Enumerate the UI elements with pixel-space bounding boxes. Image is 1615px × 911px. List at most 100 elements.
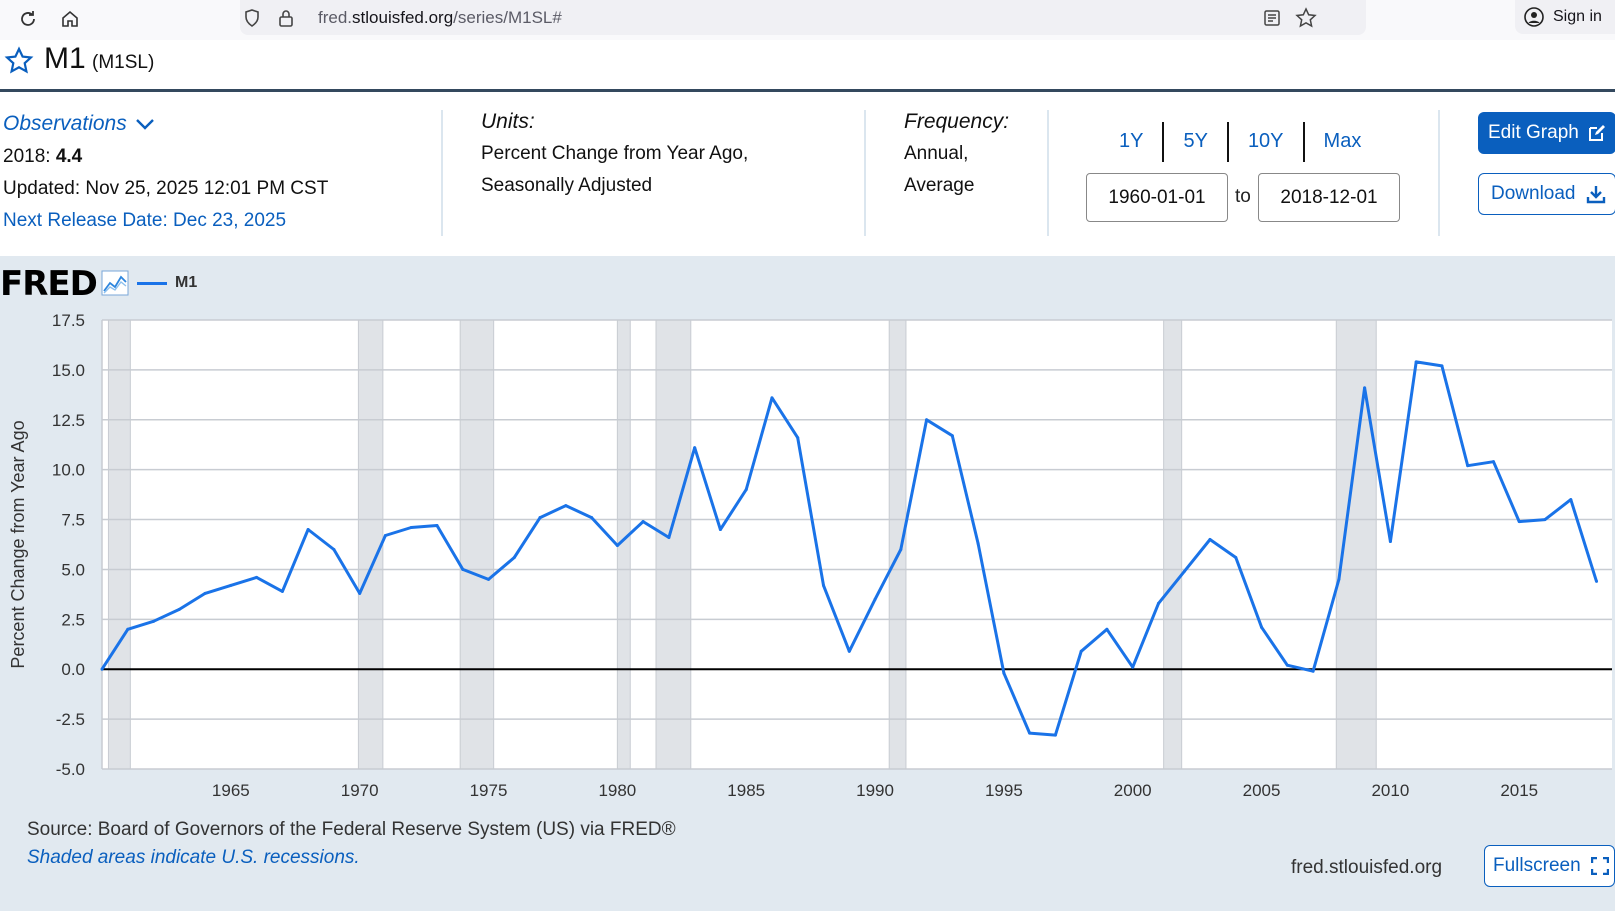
- edit-graph-label: Edit Graph: [1488, 122, 1579, 143]
- lock-icon[interactable]: [274, 6, 298, 30]
- chart-legend: M1: [137, 274, 197, 292]
- range-max-button[interactable]: Max: [1323, 130, 1362, 152]
- edit-icon: [1588, 125, 1605, 141]
- units-line-1: Percent Change from Year Ago,: [481, 143, 749, 164]
- y-tick-label: 15.0: [52, 361, 85, 380]
- y-tick-label: -2.5: [56, 710, 85, 729]
- data-point: [770, 396, 774, 400]
- x-tick-label: 1965: [212, 781, 250, 800]
- y-tick-label: 10.0: [52, 461, 85, 480]
- line-chart[interactable]: -5.0 -2.5 0.0 2.5 5.0 7.5 10.0 12.5 15.0 17.5 1965…: [0, 256, 1615, 816]
- frequency-heading: Frequency:: [904, 110, 1010, 133]
- start-date-input[interactable]: 1960-01-01: [1086, 173, 1228, 222]
- range-buttons: 1Y 5Y 10Y Max: [1100, 122, 1380, 162]
- range-10y-button[interactable]: 10Y: [1229, 122, 1305, 162]
- x-tick-label: 1990: [856, 781, 894, 800]
- frequency-panel: Frequency: Annual, Average: [904, 106, 1009, 202]
- data-point: [152, 619, 156, 623]
- data-point: [383, 534, 387, 538]
- meta-separator: [441, 110, 443, 236]
- chevron-down-icon: [135, 119, 154, 130]
- url-text[interactable]: fred.stlouisfed.org/series/M1SL#: [318, 8, 562, 27]
- legend-label: M1: [175, 274, 198, 291]
- title-divider: [0, 89, 1615, 92]
- x-tick-label: 2000: [1114, 781, 1152, 800]
- x-tick-label: 1995: [985, 781, 1023, 800]
- next-release-link[interactable]: Next Release Date: Dec 23, 2025: [3, 210, 287, 231]
- units-panel: Units: Percent Change from Year Ago, Sea…: [481, 106, 748, 202]
- data-point: [744, 488, 748, 492]
- data-point: [461, 567, 465, 571]
- data-point: [512, 555, 516, 559]
- shield-icon[interactable]: [240, 6, 264, 30]
- fullscreen-icon: [1590, 857, 1609, 875]
- fullscreen-button[interactable]: Fullscreen: [1484, 845, 1615, 887]
- x-tick-label: 1980: [598, 781, 636, 800]
- data-point: [1131, 665, 1135, 669]
- data-point: [1002, 671, 1006, 675]
- frequency-line-2: Average: [904, 175, 975, 196]
- updated-date: Updated: Nov 25, 2025 12:01 PM CST: [3, 178, 329, 199]
- data-point: [229, 583, 233, 587]
- data-point: [718, 528, 722, 532]
- bookmark-star-icon[interactable]: [1294, 6, 1318, 30]
- reload-icon[interactable]: [13, 4, 43, 34]
- recession-band: [459, 319, 495, 770]
- favorite-star-icon[interactable]: [4, 46, 34, 81]
- account-icon: [1523, 6, 1545, 33]
- data-point: [1337, 577, 1341, 581]
- y-tick-label: 5.0: [61, 560, 85, 579]
- data-point: [1491, 460, 1495, 464]
- data-point: [1156, 601, 1160, 605]
- data-point: [332, 547, 336, 551]
- data-point: [847, 649, 851, 653]
- latest-observation: 2018: 4.4: [3, 146, 83, 167]
- data-point: [693, 446, 697, 450]
- units-heading: Units:: [481, 110, 535, 133]
- reader-view-icon[interactable]: [1260, 6, 1284, 30]
- url-bar[interactable]: fred.stlouisfed.org/series/M1SL#: [240, 0, 1366, 35]
- data-point: [177, 607, 181, 611]
- data-point: [203, 591, 207, 595]
- data-point: [1388, 540, 1392, 544]
- download-button[interactable]: Download: [1478, 173, 1615, 215]
- sign-in-button[interactable]: Sign in: [1515, 0, 1615, 34]
- series-title: M1: [44, 42, 86, 75]
- data-point: [796, 436, 800, 440]
- data-point: [1105, 627, 1109, 631]
- observations-dropdown[interactable]: Observations: [3, 108, 155, 140]
- home-icon[interactable]: [55, 4, 85, 34]
- data-point: [1260, 625, 1264, 629]
- data-point: [1311, 669, 1315, 673]
- range-1y-button[interactable]: 1Y: [1100, 122, 1165, 162]
- fred-logo: FRED: [0, 264, 98, 304]
- data-point: [822, 583, 826, 587]
- observations-label: Observations: [3, 112, 127, 135]
- data-point: [1543, 518, 1547, 522]
- series-title-row: M1 (M1SL): [0, 40, 1615, 90]
- sign-in-label: Sign in: [1553, 8, 1602, 25]
- data-point: [950, 434, 954, 438]
- chart-panel: -5.0 -2.5 0.0 2.5 5.0 7.5 10.0 12.5 15.0 17.5 1965…: [0, 256, 1615, 911]
- data-point: [1595, 579, 1599, 583]
- y-tick-label: 0.0: [61, 660, 85, 679]
- data-point: [126, 627, 130, 631]
- recession-band: [888, 319, 907, 770]
- edit-graph-button[interactable]: Edit Graph: [1478, 112, 1615, 154]
- data-point: [1466, 464, 1470, 468]
- data-point: [641, 520, 645, 524]
- data-point: [873, 597, 877, 601]
- download-label: Download: [1491, 183, 1576, 204]
- meta-separator: [1047, 110, 1049, 236]
- x-tick-label: 2015: [1500, 781, 1538, 800]
- frequency-line-1: Annual,: [904, 143, 969, 164]
- chart-type-icon: [101, 270, 129, 296]
- end-date-input[interactable]: 2018-12-01: [1258, 173, 1400, 222]
- data-point: [409, 526, 413, 530]
- range-5y-button[interactable]: 5Y: [1164, 122, 1229, 162]
- x-tick-label: 1975: [470, 781, 508, 800]
- data-point: [100, 667, 104, 671]
- source-note: Source: Board of Governors of the Federa…: [27, 819, 676, 840]
- data-point: [1053, 733, 1057, 737]
- recession-band: [107, 319, 131, 770]
